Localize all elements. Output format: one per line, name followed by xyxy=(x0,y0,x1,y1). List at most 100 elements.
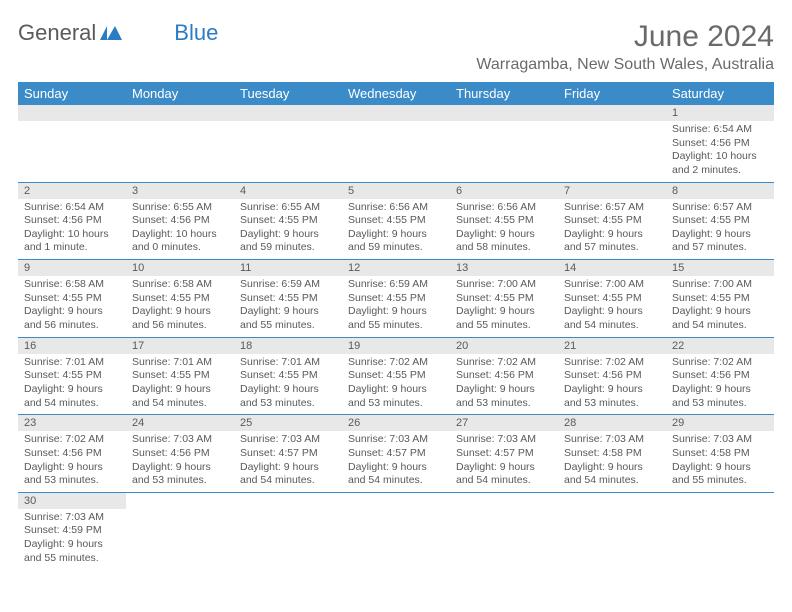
sunrise-text: Sunrise: 7:03 AM xyxy=(672,433,768,447)
sunset-text: Sunset: 4:55 PM xyxy=(348,369,444,383)
day-number: 15 xyxy=(666,260,774,276)
sunrise-text: Sunrise: 7:03 AM xyxy=(456,433,552,447)
day-details: Sunrise: 6:55 AMSunset: 4:56 PMDaylight:… xyxy=(126,199,234,260)
sunset-text: Sunset: 4:55 PM xyxy=(456,214,552,228)
title-block: June 2024 Warragamba, New South Wales, A… xyxy=(476,20,774,74)
day-number-empty xyxy=(558,105,666,121)
day-number-empty xyxy=(234,105,342,121)
daylight-text: Daylight: 9 hours and 54 minutes. xyxy=(132,383,228,410)
calendar-cell xyxy=(450,492,558,569)
daylight-text: Daylight: 9 hours and 54 minutes. xyxy=(672,305,768,332)
sunset-text: Sunset: 4:56 PM xyxy=(672,137,768,151)
sunset-text: Sunset: 4:55 PM xyxy=(24,292,120,306)
daylight-text: Daylight: 9 hours and 54 minutes. xyxy=(456,461,552,488)
day-details: Sunrise: 6:54 AMSunset: 4:56 PMDaylight:… xyxy=(666,121,774,182)
sunrise-text: Sunrise: 6:55 AM xyxy=(240,201,336,215)
day-details: Sunrise: 6:55 AMSunset: 4:55 PMDaylight:… xyxy=(234,199,342,260)
location: Warragamba, New South Wales, Australia xyxy=(476,56,774,74)
day-number: 6 xyxy=(450,183,558,199)
daylight-text: Daylight: 9 hours and 53 minutes. xyxy=(132,461,228,488)
calendar-cell: 19Sunrise: 7:02 AMSunset: 4:55 PMDayligh… xyxy=(342,337,450,415)
day-details: Sunrise: 7:00 AMSunset: 4:55 PMDaylight:… xyxy=(558,276,666,337)
day-number: 3 xyxy=(126,183,234,199)
sunset-text: Sunset: 4:55 PM xyxy=(564,292,660,306)
calendar-row: 16Sunrise: 7:01 AMSunset: 4:55 PMDayligh… xyxy=(18,337,774,415)
calendar-cell xyxy=(558,105,666,182)
sunrise-text: Sunrise: 7:03 AM xyxy=(564,433,660,447)
day-number: 16 xyxy=(18,338,126,354)
day-details: Sunrise: 7:02 AMSunset: 4:56 PMDaylight:… xyxy=(666,354,774,415)
sunrise-text: Sunrise: 7:03 AM xyxy=(348,433,444,447)
sunrise-text: Sunrise: 7:01 AM xyxy=(132,356,228,370)
day-details: Sunrise: 7:02 AMSunset: 4:56 PMDaylight:… xyxy=(18,431,126,492)
day-number: 27 xyxy=(450,415,558,431)
sunrise-text: Sunrise: 7:03 AM xyxy=(132,433,228,447)
day-details: Sunrise: 7:02 AMSunset: 4:56 PMDaylight:… xyxy=(558,354,666,415)
daylight-text: Daylight: 9 hours and 55 minutes. xyxy=(672,461,768,488)
sunset-text: Sunset: 4:55 PM xyxy=(240,214,336,228)
day-details: Sunrise: 7:01 AMSunset: 4:55 PMDaylight:… xyxy=(234,354,342,415)
daylight-text: Daylight: 9 hours and 53 minutes. xyxy=(672,383,768,410)
day-number-empty xyxy=(342,105,450,121)
daylight-text: Daylight: 10 hours and 1 minute. xyxy=(24,228,120,255)
day-details: Sunrise: 6:57 AMSunset: 4:55 PMDaylight:… xyxy=(558,199,666,260)
sunset-text: Sunset: 4:55 PM xyxy=(672,214,768,228)
day-details: Sunrise: 7:00 AMSunset: 4:55 PMDaylight:… xyxy=(666,276,774,337)
calendar-cell: 1Sunrise: 6:54 AMSunset: 4:56 PMDaylight… xyxy=(666,105,774,182)
sunrise-text: Sunrise: 6:59 AM xyxy=(240,278,336,292)
sunrise-text: Sunrise: 6:57 AM xyxy=(564,201,660,215)
daylight-text: Daylight: 9 hours and 54 minutes. xyxy=(348,461,444,488)
day-details: Sunrise: 6:59 AMSunset: 4:55 PMDaylight:… xyxy=(234,276,342,337)
weekday-header: Thursday xyxy=(450,82,558,105)
calendar-cell xyxy=(234,492,342,569)
sunrise-text: Sunrise: 6:58 AM xyxy=(24,278,120,292)
day-number: 25 xyxy=(234,415,342,431)
day-number: 21 xyxy=(558,338,666,354)
sunrise-text: Sunrise: 7:00 AM xyxy=(456,278,552,292)
calendar-cell xyxy=(666,492,774,569)
weekday-header: Friday xyxy=(558,82,666,105)
day-details: Sunrise: 7:02 AMSunset: 4:55 PMDaylight:… xyxy=(342,354,450,415)
day-details: Sunrise: 6:54 AMSunset: 4:56 PMDaylight:… xyxy=(18,199,126,260)
weekday-header: Tuesday xyxy=(234,82,342,105)
sunset-text: Sunset: 4:56 PM xyxy=(24,214,120,228)
day-number: 12 xyxy=(342,260,450,276)
calendar-cell: 29Sunrise: 7:03 AMSunset: 4:58 PMDayligh… xyxy=(666,415,774,493)
sunrise-text: Sunrise: 7:02 AM xyxy=(564,356,660,370)
calendar-cell: 8Sunrise: 6:57 AMSunset: 4:55 PMDaylight… xyxy=(666,182,774,260)
daylight-text: Daylight: 10 hours and 2 minutes. xyxy=(672,150,768,177)
daylight-text: Daylight: 9 hours and 53 minutes. xyxy=(24,461,120,488)
daylight-text: Daylight: 9 hours and 57 minutes. xyxy=(564,228,660,255)
sunset-text: Sunset: 4:56 PM xyxy=(132,447,228,461)
calendar-cell: 23Sunrise: 7:02 AMSunset: 4:56 PMDayligh… xyxy=(18,415,126,493)
logo-flag-icon xyxy=(100,20,122,46)
day-details: Sunrise: 6:56 AMSunset: 4:55 PMDaylight:… xyxy=(342,199,450,260)
daylight-text: Daylight: 9 hours and 54 minutes. xyxy=(240,461,336,488)
header: General Blue June 2024 Warragamba, New S… xyxy=(18,20,774,74)
logo-word2: Blue xyxy=(174,20,218,46)
sunset-text: Sunset: 4:55 PM xyxy=(564,214,660,228)
calendar-cell: 15Sunrise: 7:00 AMSunset: 4:55 PMDayligh… xyxy=(666,260,774,338)
day-details: Sunrise: 7:03 AMSunset: 4:57 PMDaylight:… xyxy=(450,431,558,492)
day-details: Sunrise: 7:03 AMSunset: 4:56 PMDaylight:… xyxy=(126,431,234,492)
day-number: 28 xyxy=(558,415,666,431)
daylight-text: Daylight: 9 hours and 56 minutes. xyxy=(24,305,120,332)
daylight-text: Daylight: 9 hours and 55 minutes. xyxy=(348,305,444,332)
day-number: 19 xyxy=(342,338,450,354)
calendar-cell: 18Sunrise: 7:01 AMSunset: 4:55 PMDayligh… xyxy=(234,337,342,415)
weekday-header: Monday xyxy=(126,82,234,105)
sunrise-text: Sunrise: 6:59 AM xyxy=(348,278,444,292)
calendar-cell xyxy=(126,492,234,569)
day-number: 2 xyxy=(18,183,126,199)
logo-word1: General xyxy=(18,20,96,46)
day-number: 22 xyxy=(666,338,774,354)
calendar-cell xyxy=(450,105,558,182)
daylight-text: Daylight: 10 hours and 0 minutes. xyxy=(132,228,228,255)
day-details: Sunrise: 7:03 AMSunset: 4:57 PMDaylight:… xyxy=(342,431,450,492)
daylight-text: Daylight: 9 hours and 54 minutes. xyxy=(24,383,120,410)
calendar-cell: 6Sunrise: 6:56 AMSunset: 4:55 PMDaylight… xyxy=(450,182,558,260)
day-details: Sunrise: 6:58 AMSunset: 4:55 PMDaylight:… xyxy=(18,276,126,337)
calendar-row: 2Sunrise: 6:54 AMSunset: 4:56 PMDaylight… xyxy=(18,182,774,260)
weekday-header: Saturday xyxy=(666,82,774,105)
day-number: 30 xyxy=(18,493,126,509)
